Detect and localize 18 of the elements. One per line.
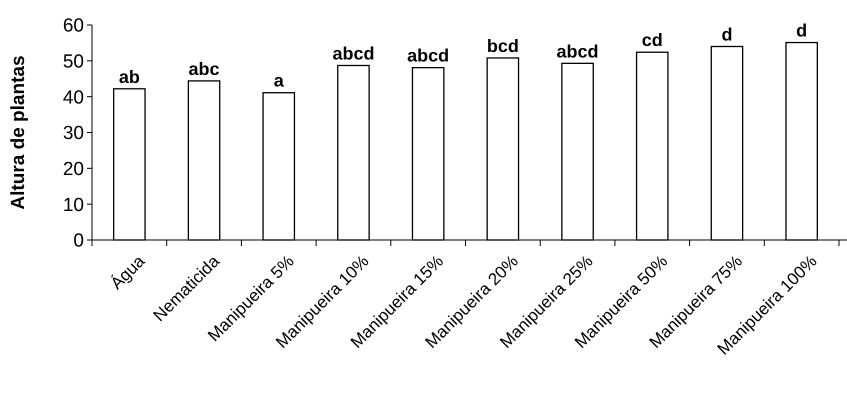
annotation: ab <box>118 66 140 87</box>
annotation: bcd <box>486 36 519 56</box>
annotation: abc <box>188 58 220 79</box>
annotation: a <box>274 70 285 91</box>
annotation: d <box>796 20 808 41</box>
y-tick-label: 30 <box>62 123 84 144</box>
y-tick-label: 0 <box>73 230 84 252</box>
annotation: abcd <box>407 46 450 66</box>
annotation: cd <box>642 30 663 50</box>
y-tick-label: 50 <box>62 51 84 72</box>
y-axis-title: Altura de plantas <box>8 55 29 210</box>
y-tick-label: 20 <box>62 158 84 180</box>
annotation: d <box>721 24 732 44</box>
annotation: abcd <box>556 41 599 62</box>
y-tick-label: 40 <box>62 87 84 108</box>
annotation: abcd <box>332 43 374 64</box>
y-tick-label: 10 <box>62 194 84 216</box>
y-tick-label: 60 <box>62 16 84 37</box>
